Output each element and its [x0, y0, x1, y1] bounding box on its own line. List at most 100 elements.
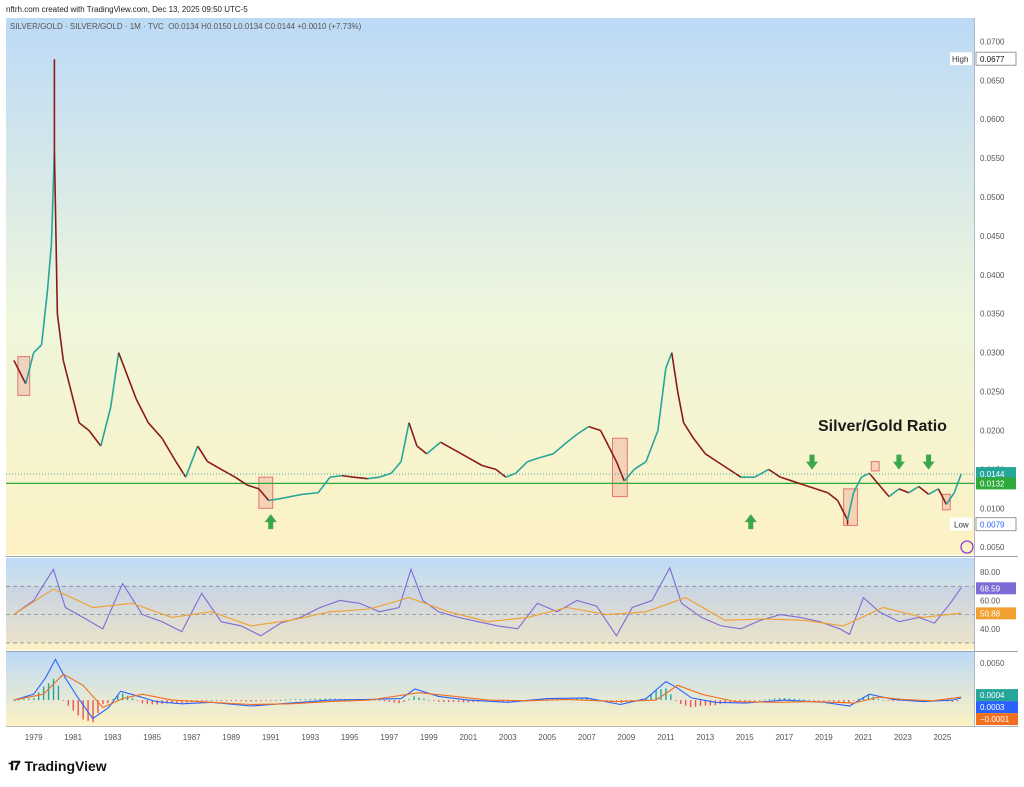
- macd-histogram-bar: [107, 700, 109, 704]
- macd-histogram-bar: [808, 699, 810, 701]
- price-segment: [827, 492, 839, 502]
- time-tick-label: 1995: [341, 733, 359, 742]
- price-segment: [196, 445, 209, 463]
- price-segment: [390, 461, 402, 474]
- macd-histogram-bar: [813, 700, 815, 701]
- price-segment: [426, 441, 442, 455]
- price-tick-label: 0.0700: [980, 37, 1005, 46]
- highlight-box: [941, 493, 951, 511]
- macd-histogram-bar: [457, 700, 460, 703]
- price-segment: [803, 484, 817, 490]
- price-segment: [852, 476, 863, 494]
- macd-histogram-bar: [833, 700, 835, 702]
- price-segment: [704, 453, 718, 463]
- price-segment: [234, 476, 248, 486]
- macd-histogram-bar: [704, 700, 707, 706]
- macd-histogram-bar: [240, 700, 242, 702]
- rsi-tick-label: 60.00: [980, 596, 1001, 605]
- tradingview-brand: TradingView: [24, 758, 107, 774]
- macd-histogram-bar: [793, 698, 796, 701]
- macd-histogram-bar: [507, 700, 509, 702]
- price-segment: [945, 492, 955, 505]
- price-segment: [100, 406, 112, 447]
- rsi-pane-background: [6, 558, 974, 650]
- time-tick-label: 2017: [775, 733, 793, 742]
- time-tick-label: 1983: [104, 733, 122, 742]
- price-tick-label: 0.0050: [980, 543, 1005, 552]
- macd-histogram-bar: [181, 700, 183, 704]
- price-segment: [161, 437, 177, 463]
- price-segment: [117, 352, 126, 369]
- macd-value-box: [976, 689, 1018, 702]
- macd-histogram-bar: [428, 699, 430, 701]
- macd-histogram-bar: [220, 700, 223, 701]
- price-segment: [676, 391, 685, 423]
- macd-histogram-bar: [28, 698, 30, 701]
- price-segment: [692, 437, 706, 455]
- price-segment: [888, 488, 900, 498]
- macd-histogram-bar: [660, 689, 662, 701]
- macd-histogram-bar: [413, 696, 415, 701]
- price-tick-label: 0.0250: [980, 388, 1005, 397]
- chart-frame[interactable]: 0.0700 0.0650 0.0600 0.0550 0.0500 0.0450 0.04…: [6, 18, 1018, 748]
- price-segment: [728, 468, 742, 478]
- macd-histogram-bar: [818, 700, 820, 701]
- macd-histogram-bar: [877, 698, 879, 701]
- macd-value-box: [976, 701, 1018, 714]
- macd-histogram-bar: [67, 700, 70, 706]
- price-segment: [505, 472, 516, 478]
- high-label: High: [952, 55, 968, 64]
- macd-histogram-bar: [265, 700, 267, 701]
- macd-histogram-bar: [670, 694, 672, 701]
- tradingview-logo[interactable]: 𝟏𝟕 TradingView: [8, 758, 107, 774]
- chart-svg[interactable]: 0.0700 0.0650 0.0600 0.0550 0.0500 0.0450 0.04…: [6, 18, 1018, 748]
- macd-histogram-bar: [245, 700, 247, 702]
- macd-histogram-bar: [680, 700, 682, 704]
- high-value-box: [975, 51, 1017, 66]
- macd-histogram-bar: [882, 699, 884, 701]
- macd-histogram-bar: [294, 699, 297, 701]
- price-segment: [953, 473, 962, 494]
- macd-histogram-bar: [546, 698, 549, 701]
- price-segment: [527, 456, 540, 463]
- price-segment: [670, 352, 679, 392]
- time-tick-label: 2003: [499, 733, 517, 742]
- macd-value: −0.0001: [980, 715, 1010, 724]
- macd-histogram-bar: [156, 700, 158, 705]
- down-arrow-icon: [922, 454, 935, 470]
- credit-line: nftrh.com created with TradingView.com, …: [6, 5, 248, 14]
- price-segment: [88, 429, 102, 447]
- macd-histogram-bar: [383, 700, 386, 702]
- price-segment: [607, 445, 618, 462]
- price-segment: [290, 493, 303, 498]
- time-tick-label: 2023: [894, 733, 912, 742]
- macd-histogram-bar: [684, 700, 687, 706]
- price-tick-label: 0.0500: [980, 193, 1005, 202]
- macd-histogram-bar: [52, 679, 55, 701]
- macd-histogram-bar: [699, 700, 702, 706]
- macd-histogram-bar: [92, 700, 94, 723]
- macd-histogram-bar: [260, 700, 262, 702]
- price-segment: [175, 461, 187, 478]
- price-segment: [682, 422, 695, 439]
- macd-histogram-bar: [442, 700, 445, 702]
- price-segment: [46, 243, 53, 291]
- macd-histogram-bar: [665, 688, 667, 701]
- price-segment: [258, 488, 270, 502]
- macd-histogram-bar: [141, 700, 144, 704]
- rsi-value: 50.88: [980, 609, 1001, 618]
- macd-histogram-bar: [694, 700, 697, 707]
- highlight-box: [611, 437, 628, 498]
- price-segment: [623, 468, 635, 482]
- macd-histogram-bar: [857, 698, 860, 701]
- macd-histogram-bar: [423, 698, 425, 701]
- macd-histogram-bar: [754, 700, 756, 701]
- price-segment: [341, 474, 354, 478]
- macd-histogram-bar: [610, 700, 613, 702]
- time-tick-label: 1985: [143, 733, 161, 742]
- macd-histogram-bar: [87, 700, 89, 721]
- macd-histogram-bar: [828, 700, 830, 701]
- macd-histogram-bar: [492, 700, 494, 702]
- high-value: 0.0677: [980, 55, 1005, 64]
- macd-histogram-bar: [452, 700, 455, 703]
